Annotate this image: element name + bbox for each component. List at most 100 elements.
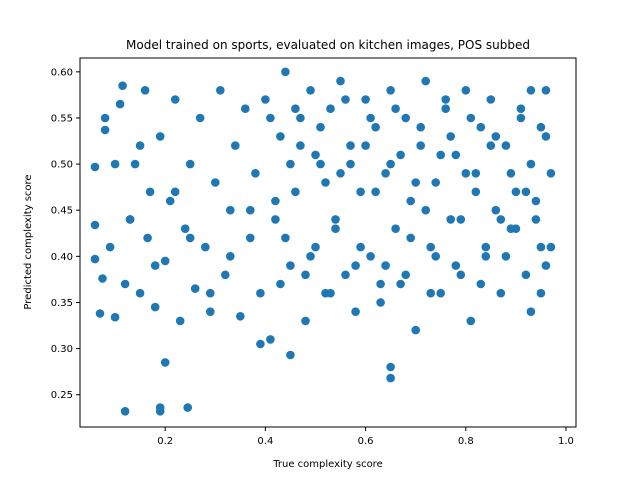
data-point [155,132,165,141]
data-point [90,254,100,264]
data-point [286,350,295,360]
data-point [516,104,526,113]
data-point [461,86,471,95]
data-point [421,76,431,86]
data-point [426,288,436,298]
data-point [301,270,310,280]
data-point [481,242,491,252]
data-point [271,215,280,224]
data-point [361,141,370,150]
x-axis-ticks: 0.2 0.4 0.6 0.8 1.0 [157,427,574,447]
data-point [376,298,385,307]
data-point [206,288,215,298]
data-point [296,141,305,150]
data-point [321,178,330,187]
data-point [291,104,300,113]
data-point [376,279,385,289]
data-point [211,178,220,187]
data-point [143,233,152,243]
data-point [386,86,395,95]
x-tick-label: 0.2 [157,436,173,447]
data-point [436,288,446,298]
data-point [396,279,405,289]
data-point [291,187,300,197]
data-point [241,104,250,113]
data-point [451,261,461,270]
y-tick-label: 0.35 [51,298,73,309]
data-point [391,224,400,233]
data-point [316,159,325,169]
data-point [170,95,180,104]
data-point [246,233,255,243]
data-point [381,169,390,178]
data-point [311,242,320,252]
data-point [336,169,345,178]
data-point [536,122,546,132]
y-tick-label: 0.40 [51,252,73,263]
data-point [371,187,380,197]
data-point [511,187,521,197]
data-point [306,86,315,95]
data-point [546,242,556,252]
data-point [451,150,461,160]
data-point [336,76,345,86]
data-point [366,113,375,123]
data-point [195,113,205,123]
data-point [306,251,315,261]
data-point [396,150,405,160]
data-point [331,224,340,233]
data-point [326,288,335,298]
x-tick-label: 0.4 [257,436,273,447]
data-point [115,99,125,109]
data-point [386,362,395,372]
y-tick-label: 0.25 [51,390,73,401]
data-point [175,316,185,326]
data-point [165,196,175,206]
data-point [356,187,365,197]
data-point [150,261,160,270]
data-point [125,215,135,224]
data-point [351,307,360,317]
y-tick-label: 0.55 [51,113,73,124]
data-point [421,205,431,215]
data-point [371,122,380,132]
data-point [501,141,511,150]
data-point [506,169,516,178]
data-point [546,169,556,178]
data-point [506,224,516,233]
data-point [361,95,370,104]
data-point [431,251,441,261]
x-tick-label: 1.0 [558,436,574,447]
data-point [311,150,320,160]
data-point [486,141,496,150]
x-tick-label: 0.6 [358,436,374,447]
data-point [496,288,506,298]
data-point [346,159,355,169]
data-point [256,288,265,298]
data-point [521,187,531,197]
data-point [456,270,466,280]
data-point [281,67,290,77]
data-point [261,95,270,104]
x-tick-label: 0.8 [458,436,474,447]
data-point [436,150,446,160]
data-point [180,224,190,233]
data-point [496,215,506,224]
data-point [526,307,536,317]
y-tick-label: 0.50 [51,160,73,171]
chart-title: Model trained on sports, evaluated on ki… [126,38,530,52]
data-point [185,159,195,169]
data-point [135,288,145,298]
data-point [226,205,235,215]
data-point [541,261,551,270]
data-point [466,316,476,326]
data-point [140,86,150,95]
data-point [541,132,551,141]
data-point [516,113,526,123]
data-point [531,215,541,224]
data-point [216,86,225,95]
data-point [206,307,215,317]
data-point [536,242,546,252]
data-point [120,279,130,289]
data-point [341,95,350,104]
